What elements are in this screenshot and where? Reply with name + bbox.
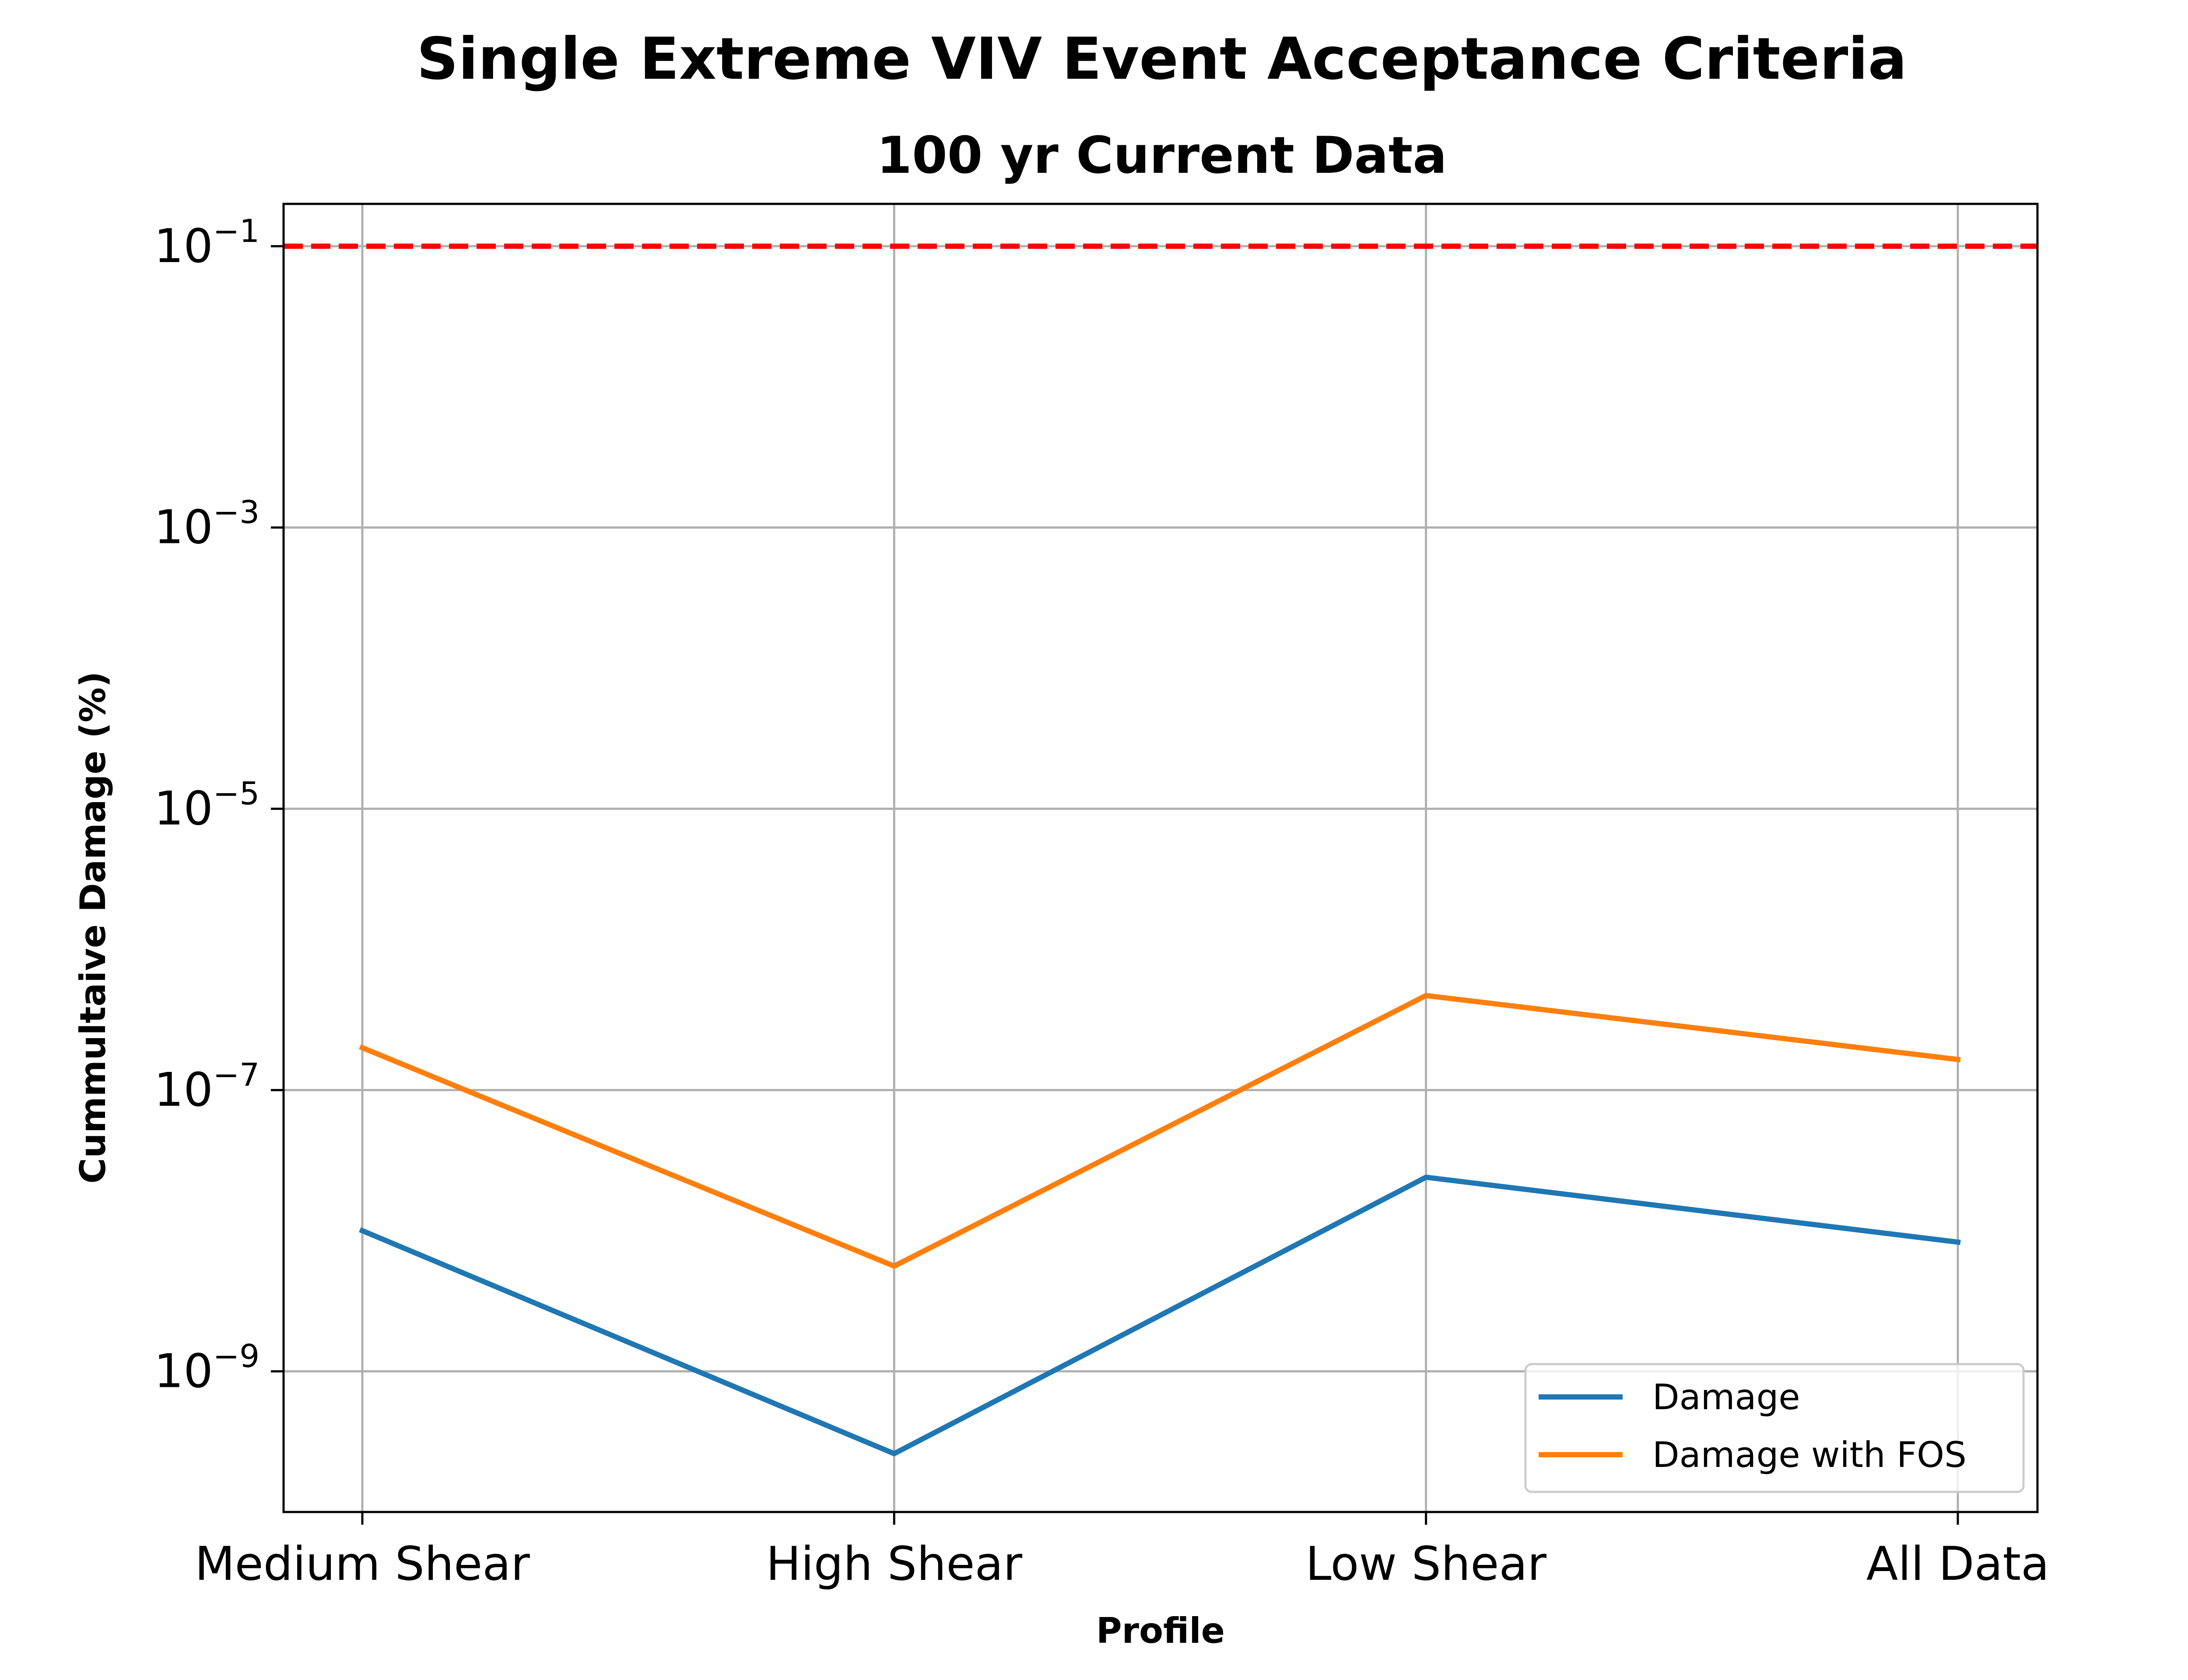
- y-tick-base: 10: [154, 1063, 213, 1117]
- x-tick-label: All Data: [1866, 1537, 2049, 1591]
- grid: [284, 204, 2037, 1512]
- y-tick-base: 10: [154, 500, 213, 554]
- y-tick-exponent: −9: [213, 1338, 259, 1375]
- y-tick-label: 10−3: [154, 494, 259, 554]
- x-axis-label: Profile: [1096, 1610, 1225, 1651]
- y-tick-label: 10−5: [154, 775, 259, 836]
- legend-box: [1524, 1363, 2025, 1493]
- y-tick-exponent: −7: [213, 1057, 259, 1093]
- y-axis-label: Cummultaive Damage (%): [73, 671, 113, 1183]
- y-tick-exponent: −3: [213, 494, 259, 531]
- y-tick-label: 10−9: [154, 1338, 259, 1398]
- x-tick-label: Medium Shear: [195, 1537, 530, 1591]
- series-line-0: [359, 1174, 1961, 1456]
- y-tick-exponent: −1: [213, 213, 259, 249]
- series-layer: [359, 993, 1961, 1456]
- y-tick-base: 10: [154, 782, 213, 836]
- y-tick-label: 10−1: [154, 213, 259, 273]
- y-tick-base: 10: [154, 1344, 213, 1398]
- legend-label: Damage: [1652, 1377, 1800, 1418]
- legend-label: Damage with FOS: [1652, 1435, 1967, 1475]
- y-axis: 10−110−310−510−710−9: [154, 213, 284, 1398]
- chart-title: Single Extreme VIV Event Acceptance Crit…: [417, 25, 1907, 93]
- x-tick-label: Low Shear: [1305, 1537, 1546, 1591]
- series-line-1: [359, 993, 1961, 1269]
- x-tick-label: High Shear: [766, 1537, 1023, 1591]
- chart-subtitle: 100 yr Current Data: [877, 126, 1447, 185]
- legend: Damage Damage with FOS: [1524, 1363, 2025, 1493]
- y-tick-exponent: −5: [213, 775, 259, 812]
- plot-frame: [282, 203, 2039, 1513]
- y-tick-base: 10: [154, 219, 213, 273]
- x-axis: Medium Shear High Shear Low Shear All Data: [195, 1512, 2049, 1591]
- y-tick-label: 10−7: [154, 1057, 259, 1117]
